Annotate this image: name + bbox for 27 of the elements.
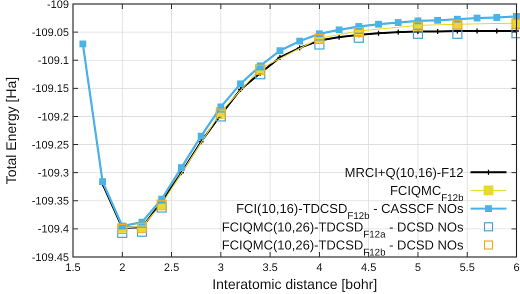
y-tick-label: -109.4 [38, 224, 69, 236]
y-tick-label: -109.05 [32, 26, 69, 39]
x-axis-title: Interatomic distance [bohr] [212, 276, 378, 292]
y-tick-label: -109.25 [32, 139, 69, 152]
legend-label: MRCI+Q(10,16)-F12 [344, 164, 464, 180]
y-tick-label: -109.45 [32, 252, 69, 264]
x-tick-label: 5.5 [460, 262, 475, 274]
x-tick-label: 3 [218, 262, 224, 274]
legend-label: FCI(10,16)-TDCSD$_{F12b}$ - CASSCF NOs [236, 201, 464, 222]
y-tick-label: -109.2 [38, 111, 69, 124]
legend-label: FCIQMC(10,26)-TDCSD$_{F12a}$ - DCSD NOs [222, 219, 464, 240]
y-axis-title: Total Energy [Ha] [3, 76, 19, 184]
x-tick-label: 2.5 [164, 262, 180, 274]
x-tick-label: 3.5 [262, 262, 278, 274]
y-tick-label: -109.35 [32, 196, 69, 208]
legend-label: FCIQMC(10,26)-TDCSD$_{F12b}$ - DCSD NOs [222, 238, 464, 258]
x-tick-label: 6 [513, 262, 520, 274]
x-tick-label: 4.5 [361, 262, 376, 274]
x-tick-label: 1.5 [65, 262, 81, 274]
y-tick-label: -109 [46, 0, 69, 11]
y-tick-label: -109.15 [32, 83, 69, 96]
y-tick-label: -109.3 [38, 168, 69, 180]
x-tick-label: 5 [414, 262, 422, 274]
y-tick-label: -109.1 [38, 55, 69, 68]
x-tick-label: 4 [316, 262, 322, 274]
legend-label: FCIQMC$_{F12b}$ [390, 182, 464, 204]
x-tick-label: 2 [119, 262, 126, 274]
